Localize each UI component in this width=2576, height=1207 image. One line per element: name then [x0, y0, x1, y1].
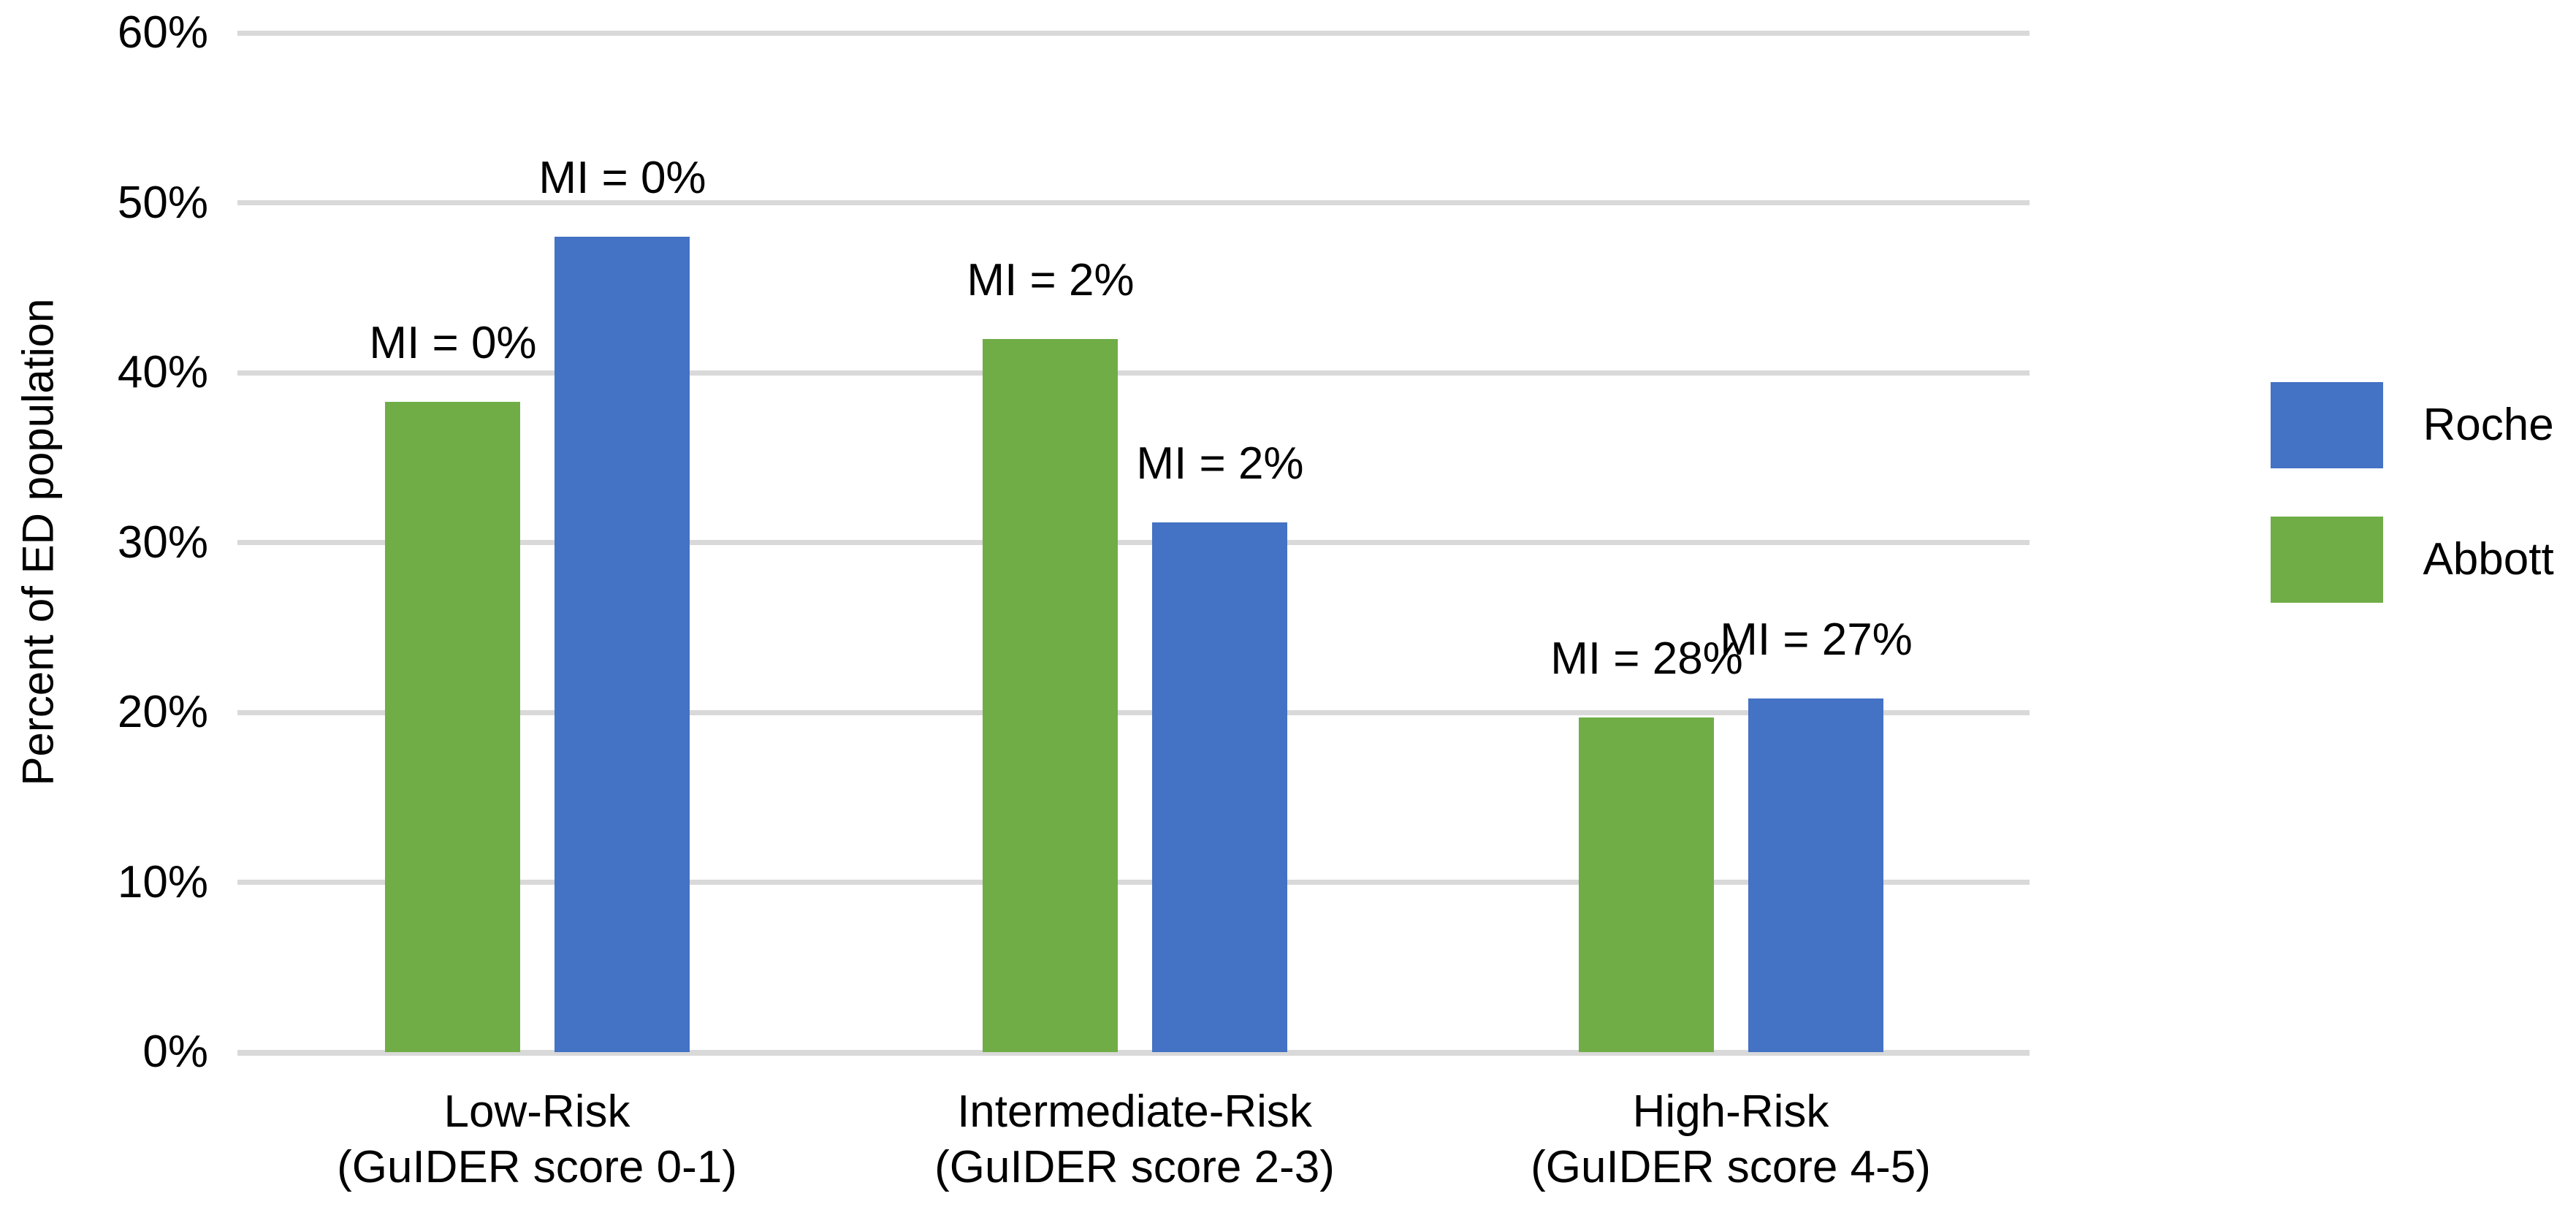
bar-abbott-high-risk — [1579, 717, 1714, 1052]
y-tick-label-10: 10% — [117, 857, 208, 907]
gridline — [237, 370, 2030, 376]
legend-swatch-abbott-icon — [2271, 517, 2383, 603]
legend-label-roche: Roche — [2423, 400, 2554, 450]
x-category-label-high-risk: High-Risk — [1632, 1086, 1829, 1137]
gridline — [237, 31, 2030, 36]
y-tick-label-40: 40% — [117, 347, 208, 397]
bar-label-roche-high-risk: MI = 27% — [1720, 614, 1913, 665]
bar-roche-high-risk — [1748, 698, 1883, 1052]
x-category-sublabel-intermediate-risk: (GuIDER score 2-3) — [934, 1142, 1335, 1192]
bar-abbott-low-risk — [385, 402, 520, 1052]
y-tick-label-20: 20% — [117, 687, 208, 737]
y-tick-label-0: 0% — [142, 1027, 208, 1077]
gridline — [237, 710, 2030, 715]
gridline — [237, 200, 2030, 205]
y-tick-label-50: 50% — [117, 178, 208, 228]
gridline — [237, 880, 2030, 885]
bar-label-abbott-low-risk: MI = 0% — [369, 318, 537, 368]
bar-label-roche-low-risk: MI = 0% — [538, 153, 706, 203]
legend-item-roche: Roche — [2271, 382, 2554, 468]
x-category-label-intermediate-risk: Intermediate-Risk — [957, 1086, 1312, 1137]
bar-label-abbott-intermediate-risk: MI = 2% — [967, 255, 1135, 305]
legend-swatch-roche-icon — [2271, 382, 2383, 468]
y-tick-label-30: 30% — [117, 517, 208, 568]
y-tick-label-60: 60% — [117, 7, 208, 58]
gridline — [237, 540, 2030, 545]
bar-roche-intermediate-risk — [1152, 522, 1287, 1052]
x-category-sublabel-high-risk: (GuIDER score 4-5) — [1531, 1142, 1931, 1192]
legend-label-abbott: Abbott — [2423, 534, 2554, 585]
bar-label-abbott-high-risk: MI = 28% — [1550, 633, 1743, 684]
bar-roche-low-risk — [555, 237, 690, 1052]
bar-label-roche-intermediate-risk: MI = 2% — [1136, 438, 1304, 489]
x-axis-baseline — [237, 1050, 2030, 1056]
x-category-sublabel-low-risk: (GuIDER score 0-1) — [337, 1142, 737, 1192]
legend-item-abbott: Abbott — [2271, 517, 2554, 603]
x-category-label-low-risk: Low-Risk — [443, 1086, 630, 1137]
bar-abbott-intermediate-risk — [983, 339, 1118, 1052]
